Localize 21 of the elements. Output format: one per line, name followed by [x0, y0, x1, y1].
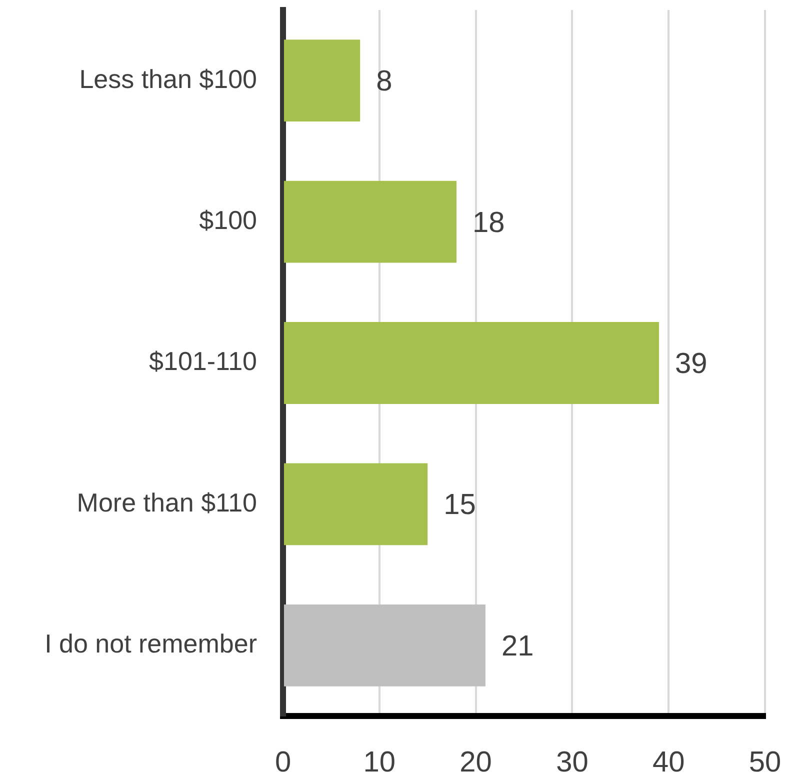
bar [284, 322, 659, 404]
data-label: 15 [444, 489, 476, 522]
x-tick-label: 30 [556, 746, 588, 778]
y-tick-label: $100 [199, 204, 257, 235]
data-label: 8 [376, 66, 392, 98]
bar [284, 180, 457, 263]
y-tick-label: $101-110 [149, 346, 257, 376]
x-tick-label: 20 [460, 746, 492, 778]
x-tick-label: 0 [274, 746, 292, 778]
data-label: 39 [674, 348, 708, 380]
y-tick-label: I do not remember [44, 628, 258, 659]
x-tick-label: 10 [363, 746, 396, 778]
y-tick-label: Less than $100 [79, 64, 257, 94]
data-label: 21 [501, 630, 534, 662]
y-tick-label: More than $110 [76, 487, 257, 518]
x-tick-label: 40 [652, 746, 685, 778]
bar [284, 604, 486, 686]
data-label: 18 [472, 206, 505, 239]
bar [284, 40, 360, 122]
x-tick-label: 50 [748, 746, 782, 778]
bar [284, 463, 428, 546]
